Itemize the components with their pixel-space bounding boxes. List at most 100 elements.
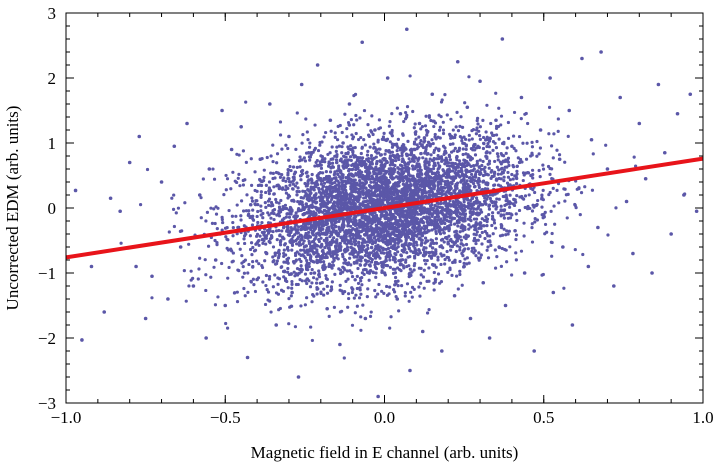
data-point — [491, 140, 496, 144]
data-point — [387, 241, 391, 245]
data-point — [239, 124, 243, 129]
data-point — [271, 203, 275, 208]
data-point — [391, 237, 395, 241]
data-point — [442, 231, 446, 235]
data-point — [438, 136, 442, 140]
data-point — [303, 194, 307, 198]
data-point — [449, 209, 453, 213]
data-point — [243, 294, 247, 298]
data-point — [565, 216, 569, 220]
data-point — [382, 173, 386, 177]
data-point — [480, 217, 484, 221]
data-point — [315, 292, 319, 296]
data-point — [451, 240, 455, 244]
data-point — [268, 299, 272, 303]
data-point — [412, 209, 416, 214]
data-point — [400, 284, 404, 288]
data-point — [350, 148, 354, 152]
data-point — [345, 194, 349, 198]
data-point — [522, 271, 527, 275]
data-point — [495, 152, 500, 156]
data-point — [486, 194, 490, 199]
data-point — [481, 173, 486, 178]
data-point — [279, 210, 283, 214]
data-point — [315, 179, 319, 184]
data-point — [250, 199, 255, 203]
data-point — [524, 157, 529, 161]
data-point — [533, 190, 537, 195]
data-point — [309, 271, 313, 275]
data-point — [485, 224, 489, 228]
data-point — [263, 302, 268, 307]
data-point — [596, 225, 600, 230]
data-point — [271, 245, 276, 249]
data-point — [462, 200, 466, 204]
data-point — [437, 128, 442, 132]
data-point — [482, 224, 486, 228]
data-point — [530, 168, 535, 172]
data-point — [496, 158, 500, 162]
data-point — [388, 285, 392, 289]
data-point — [281, 178, 285, 183]
data-point — [434, 195, 439, 199]
data-point — [303, 159, 307, 163]
data-point — [409, 147, 414, 151]
data-point — [483, 201, 487, 205]
data-point — [486, 256, 491, 260]
data-point — [289, 294, 293, 298]
data-point — [538, 146, 543, 150]
data-point — [253, 170, 257, 174]
data-point — [433, 203, 437, 208]
data-point — [419, 178, 423, 183]
data-point — [354, 186, 359, 191]
data-point — [342, 266, 346, 270]
data-point — [440, 188, 444, 193]
data-point — [354, 220, 358, 224]
data-point — [410, 295, 414, 299]
data-point — [321, 248, 325, 252]
data-point — [308, 204, 312, 208]
data-point — [278, 133, 283, 137]
data-point — [353, 154, 357, 158]
data-point — [503, 247, 507, 252]
data-point — [323, 203, 327, 208]
data-point — [563, 160, 567, 164]
data-point — [486, 187, 490, 191]
data-point — [431, 119, 435, 123]
data-point — [472, 224, 477, 229]
data-point — [502, 154, 506, 158]
data-point — [355, 259, 359, 263]
data-point — [489, 199, 493, 203]
data-point — [441, 128, 446, 132]
data-point — [514, 258, 518, 262]
data-point — [312, 148, 316, 152]
data-point — [407, 264, 411, 268]
data-point — [235, 300, 240, 304]
data-point — [233, 179, 237, 183]
data-point — [298, 278, 302, 282]
data-point — [477, 251, 481, 255]
data-point — [342, 356, 346, 360]
data-point — [424, 166, 428, 171]
data-point — [503, 303, 508, 308]
data-point — [456, 236, 461, 240]
data-point — [356, 165, 360, 170]
data-point — [583, 185, 587, 189]
data-point — [178, 245, 183, 249]
data-point — [310, 281, 314, 285]
data-point — [465, 159, 469, 164]
data-point — [342, 248, 347, 252]
data-point — [444, 201, 448, 206]
data-point — [375, 181, 379, 185]
data-point — [220, 215, 224, 219]
data-point — [372, 180, 376, 184]
data-point — [422, 258, 427, 263]
data-point — [286, 168, 290, 172]
data-point — [350, 290, 354, 295]
data-point — [327, 225, 331, 229]
data-point — [286, 193, 291, 197]
data-point — [347, 296, 351, 301]
data-point — [436, 153, 440, 158]
data-point — [241, 265, 245, 269]
